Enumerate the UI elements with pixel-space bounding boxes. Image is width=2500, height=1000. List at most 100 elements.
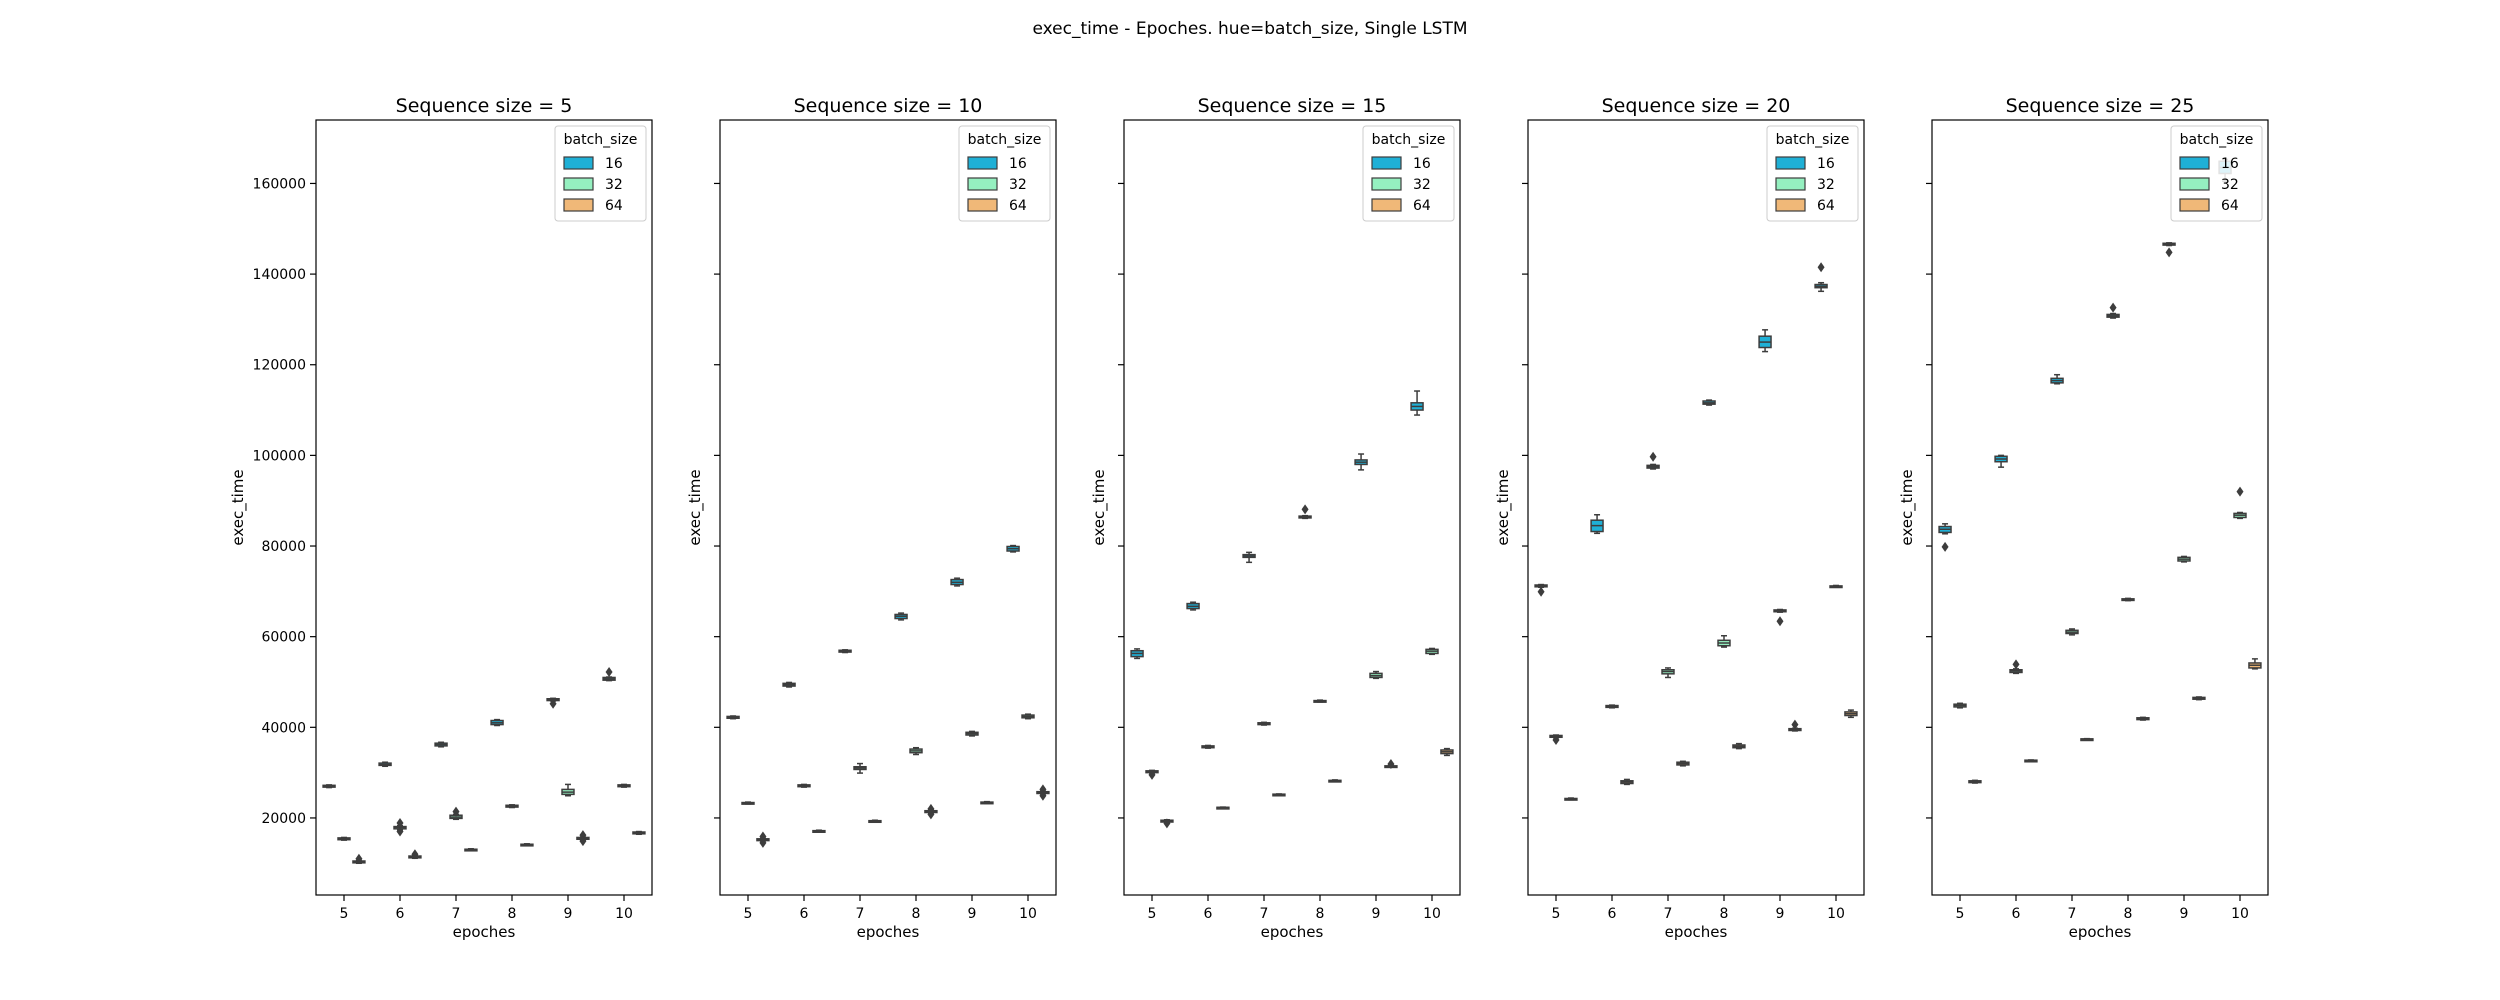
legend: batch_size 16 32 64 bbox=[1362, 125, 1455, 222]
outlier-marker bbox=[452, 806, 460, 817]
legend-title: batch_size bbox=[564, 132, 638, 148]
legend-swatch-16 bbox=[2179, 156, 2210, 170]
x-tick-label: 9 bbox=[564, 906, 573, 922]
legend-label: 32 bbox=[1817, 177, 1835, 193]
box-b64-e5 bbox=[756, 831, 770, 848]
legend-box bbox=[2170, 125, 2263, 222]
subplot-4: Sequence size = 20 exec_time 5 6 7 8 9 10 epoche… bbox=[1494, 95, 1865, 941]
y-tick-label: 20000 bbox=[261, 811, 306, 827]
box-b64-e10 bbox=[1440, 747, 1454, 757]
outlier-marker bbox=[1039, 784, 1047, 795]
legend: batch_size 16 32 64 bbox=[554, 125, 647, 222]
legend: batch_size 16 32 64 bbox=[958, 125, 1051, 222]
legend-box bbox=[1362, 125, 1455, 222]
x-tick-label: 5 bbox=[1148, 906, 1157, 922]
box-b32-e8 bbox=[2121, 597, 2135, 602]
box-b32-e5 bbox=[741, 801, 755, 805]
box-b64-e8 bbox=[924, 803, 938, 820]
x-tick-label: 10 bbox=[1423, 906, 1441, 922]
subplot-2: Sequence size = 10 exec_time 5 6 7 8 9 10 epoche… bbox=[686, 95, 1057, 941]
box-b64-e7 bbox=[1676, 760, 1690, 767]
legend-swatch-32 bbox=[1775, 177, 1806, 191]
legend-box bbox=[554, 125, 647, 222]
box-b32-e9 bbox=[2177, 555, 2191, 563]
x-tick-label: 7 bbox=[1664, 906, 1673, 922]
box-b16-e6 bbox=[1590, 514, 1604, 535]
box-b32-e10 bbox=[1021, 713, 1035, 720]
subplot-title: Sequence size = 15 bbox=[1198, 95, 1387, 117]
legend: batch_size 16 32 64 bbox=[1766, 125, 1859, 222]
box-b16-e5 bbox=[1534, 583, 1548, 597]
box-b64-e7 bbox=[2080, 737, 2094, 742]
box-b64-e5 bbox=[1968, 779, 1982, 784]
legend-title: batch_size bbox=[968, 132, 1042, 148]
x-tick-label: 5 bbox=[744, 906, 753, 922]
subplot-title: Sequence size = 20 bbox=[1602, 95, 1791, 117]
box-b16-e10 bbox=[1006, 544, 1020, 553]
y-tick-label: 60000 bbox=[261, 630, 306, 646]
box-b16-e10 bbox=[602, 667, 616, 682]
y-axis-label: exec_time bbox=[229, 469, 248, 545]
box-b64-e9 bbox=[576, 830, 590, 847]
box-b64-e10 bbox=[2248, 658, 2262, 670]
legend-swatch-16 bbox=[1371, 156, 1402, 170]
box-b64-e7 bbox=[868, 819, 882, 824]
legend-label: 64 bbox=[2221, 198, 2239, 214]
box-b64-e8 bbox=[520, 843, 534, 847]
box-b16-e7 bbox=[838, 649, 852, 654]
box-b32-e8 bbox=[505, 804, 519, 809]
legend-label: 64 bbox=[1817, 198, 1835, 214]
legend-label: 64 bbox=[1413, 198, 1431, 214]
outlier-marker bbox=[759, 831, 767, 842]
box-b32-e9 bbox=[1369, 670, 1383, 680]
outlier-marker bbox=[1301, 504, 1309, 515]
box-b16-e8 bbox=[894, 612, 908, 621]
outlier-marker bbox=[2109, 302, 2117, 313]
y-tick-label: 80000 bbox=[261, 539, 306, 555]
legend-title: batch_size bbox=[2180, 132, 2254, 148]
axes-frame bbox=[1931, 119, 2269, 896]
box-b16-e8 bbox=[490, 718, 504, 727]
x-tick-label: 6 bbox=[396, 906, 405, 922]
x-axis-label: epoches bbox=[857, 923, 920, 941]
box-b16-e9 bbox=[546, 697, 560, 709]
x-tick-label: 5 bbox=[1956, 906, 1965, 922]
box-b32-e10 bbox=[1829, 584, 1843, 589]
outlier-marker bbox=[355, 853, 363, 864]
y-tick-label: 140000 bbox=[253, 267, 306, 283]
box-b32-e10 bbox=[1425, 647, 1439, 656]
x-tick-label: 8 bbox=[508, 906, 517, 922]
x-tick-label: 5 bbox=[1552, 906, 1561, 922]
box-b32-e6 bbox=[1605, 704, 1619, 709]
axes-frame bbox=[315, 119, 653, 896]
box-b32-e7 bbox=[1257, 721, 1271, 726]
legend-label: 32 bbox=[1413, 177, 1431, 193]
subplot-1: Sequence size = 5 20000 40000 60000 80000 100… bbox=[229, 95, 653, 941]
figure-title: exec_time - Epoches. hue=batch_size, Sin… bbox=[1032, 19, 1467, 39]
box-b64-e6 bbox=[408, 849, 422, 860]
box-b64-e5 bbox=[1160, 818, 1174, 829]
box-b32-e8 bbox=[909, 746, 923, 756]
outlier-marker bbox=[2012, 659, 2020, 670]
x-tick-label: 7 bbox=[1260, 906, 1269, 922]
legend-label: 32 bbox=[2221, 177, 2239, 193]
outlier-marker bbox=[2236, 486, 2244, 497]
box-b32-e9 bbox=[561, 783, 575, 797]
outlier-marker bbox=[1148, 769, 1156, 780]
box-b16-e8 bbox=[1702, 399, 1716, 406]
outlier-marker bbox=[1817, 262, 1825, 273]
box-b32-e5 bbox=[337, 836, 351, 841]
x-axis-label: epoches bbox=[1261, 923, 1324, 941]
x-tick-label: 8 bbox=[912, 906, 921, 922]
outlier-marker bbox=[411, 849, 419, 860]
x-tick-label: 10 bbox=[1827, 906, 1845, 922]
box-b16-e9 bbox=[2162, 242, 2176, 258]
outlier-marker bbox=[1387, 759, 1395, 770]
box-b16-e9 bbox=[950, 577, 964, 587]
box-b32-e7 bbox=[853, 762, 867, 774]
legend-swatch-32 bbox=[967, 177, 998, 191]
box-b16-e10 bbox=[1814, 262, 1828, 293]
box-b16-e5 bbox=[1130, 648, 1144, 660]
x-tick-label: 6 bbox=[2012, 906, 2021, 922]
